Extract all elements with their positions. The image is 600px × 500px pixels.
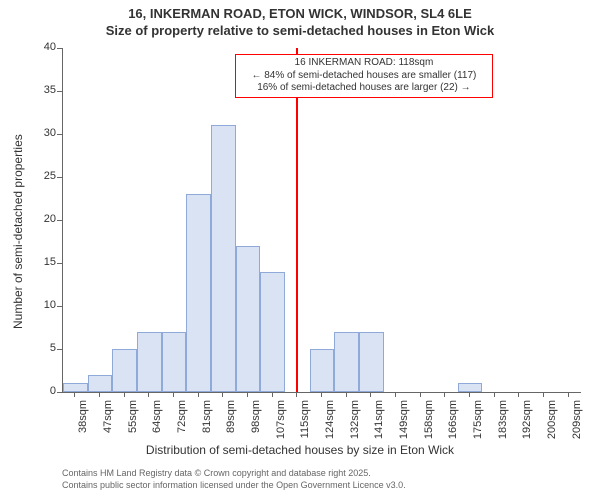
histogram-bar (112, 349, 137, 392)
y-tick-label: 25 (30, 170, 56, 182)
x-tick-mark (346, 392, 347, 397)
y-tick-mark (57, 392, 62, 393)
x-tick-label: 72sqm (176, 400, 188, 450)
x-tick-mark (124, 392, 125, 397)
x-tick-label: 158sqm (423, 400, 435, 450)
y-tick-mark (57, 306, 62, 307)
plot-area: 16 INKERMAN ROAD: 118sqm← 84% of semi-de… (62, 48, 581, 393)
footer-line1: Contains HM Land Registry data © Crown c… (62, 468, 371, 478)
x-tick-mark (420, 392, 421, 397)
histogram-bar (137, 332, 162, 392)
x-tick-mark (148, 392, 149, 397)
y-tick-label: 5 (30, 342, 56, 354)
x-tick-label: 55sqm (127, 400, 139, 450)
y-tick-mark (57, 177, 62, 178)
histogram-bar (359, 332, 384, 392)
x-tick-mark (74, 392, 75, 397)
x-tick-label: 209sqm (571, 400, 583, 450)
y-tick-label: 0 (30, 385, 56, 397)
histogram-bar (63, 383, 88, 392)
x-tick-mark (99, 392, 100, 397)
x-tick-mark (568, 392, 569, 397)
x-tick-label: 166sqm (447, 400, 459, 450)
x-tick-label: 175sqm (472, 400, 484, 450)
x-tick-mark (543, 392, 544, 397)
histogram-bar (458, 383, 483, 392)
x-tick-label: 141sqm (373, 400, 385, 450)
histogram-bar (334, 332, 359, 392)
x-tick-mark (198, 392, 199, 397)
y-tick-mark (57, 134, 62, 135)
footer-line2: Contains public sector information licen… (62, 480, 406, 490)
histogram-bar (211, 125, 236, 392)
x-tick-mark (370, 392, 371, 397)
y-tick-label: 10 (30, 299, 56, 311)
annotation-line: 16 INKERMAN ROAD: 118sqm (240, 57, 488, 70)
y-tick-mark (57, 349, 62, 350)
y-tick-mark (57, 48, 62, 49)
x-tick-mark (494, 392, 495, 397)
x-tick-label: 47sqm (102, 400, 114, 450)
x-tick-label: 124sqm (324, 400, 336, 450)
y-tick-label: 20 (30, 213, 56, 225)
x-tick-label: 149sqm (398, 400, 410, 450)
x-tick-label: 107sqm (275, 400, 287, 450)
x-tick-label: 81sqm (201, 400, 213, 450)
y-tick-label: 40 (30, 41, 56, 53)
x-tick-label: 64sqm (151, 400, 163, 450)
x-tick-label: 38sqm (77, 400, 89, 450)
chart-container: 16, INKERMAN ROAD, ETON WICK, WINDSOR, S… (0, 0, 600, 500)
x-tick-mark (469, 392, 470, 397)
x-tick-mark (173, 392, 174, 397)
x-tick-mark (272, 392, 273, 397)
histogram-bar (260, 272, 285, 392)
histogram-bar (310, 349, 335, 392)
y-tick-mark (57, 91, 62, 92)
chart-title-line1: 16, INKERMAN ROAD, ETON WICK, WINDSOR, S… (0, 6, 600, 21)
histogram-bar (88, 375, 113, 392)
y-axis-label: Number of semi-detached properties (11, 109, 25, 329)
x-tick-mark (247, 392, 248, 397)
x-tick-label: 192sqm (521, 400, 533, 450)
x-tick-mark (395, 392, 396, 397)
x-tick-label: 183sqm (497, 400, 509, 450)
reference-line (296, 48, 298, 392)
x-tick-label: 98sqm (250, 400, 262, 450)
x-tick-mark (222, 392, 223, 397)
annotation-line: ← 84% of semi-detached houses are smalle… (240, 70, 488, 83)
histogram-bar (186, 194, 211, 392)
y-tick-mark (57, 220, 62, 221)
x-tick-label: 89sqm (225, 400, 237, 450)
x-tick-mark (444, 392, 445, 397)
annotation-line: 16% of semi-detached houses are larger (… (240, 82, 488, 95)
x-tick-mark (296, 392, 297, 397)
x-tick-label: 200sqm (546, 400, 558, 450)
y-tick-mark (57, 263, 62, 264)
annotation-box: 16 INKERMAN ROAD: 118sqm← 84% of semi-de… (235, 54, 493, 98)
x-tick-label: 115sqm (299, 400, 311, 450)
y-tick-label: 30 (30, 127, 56, 139)
x-tick-mark (321, 392, 322, 397)
histogram-bar (162, 332, 187, 392)
y-tick-label: 35 (30, 84, 56, 96)
histogram-bar (236, 246, 261, 392)
chart-title-line2: Size of property relative to semi-detach… (0, 23, 600, 38)
x-tick-mark (518, 392, 519, 397)
x-tick-label: 132sqm (349, 400, 361, 450)
y-tick-label: 15 (30, 256, 56, 268)
